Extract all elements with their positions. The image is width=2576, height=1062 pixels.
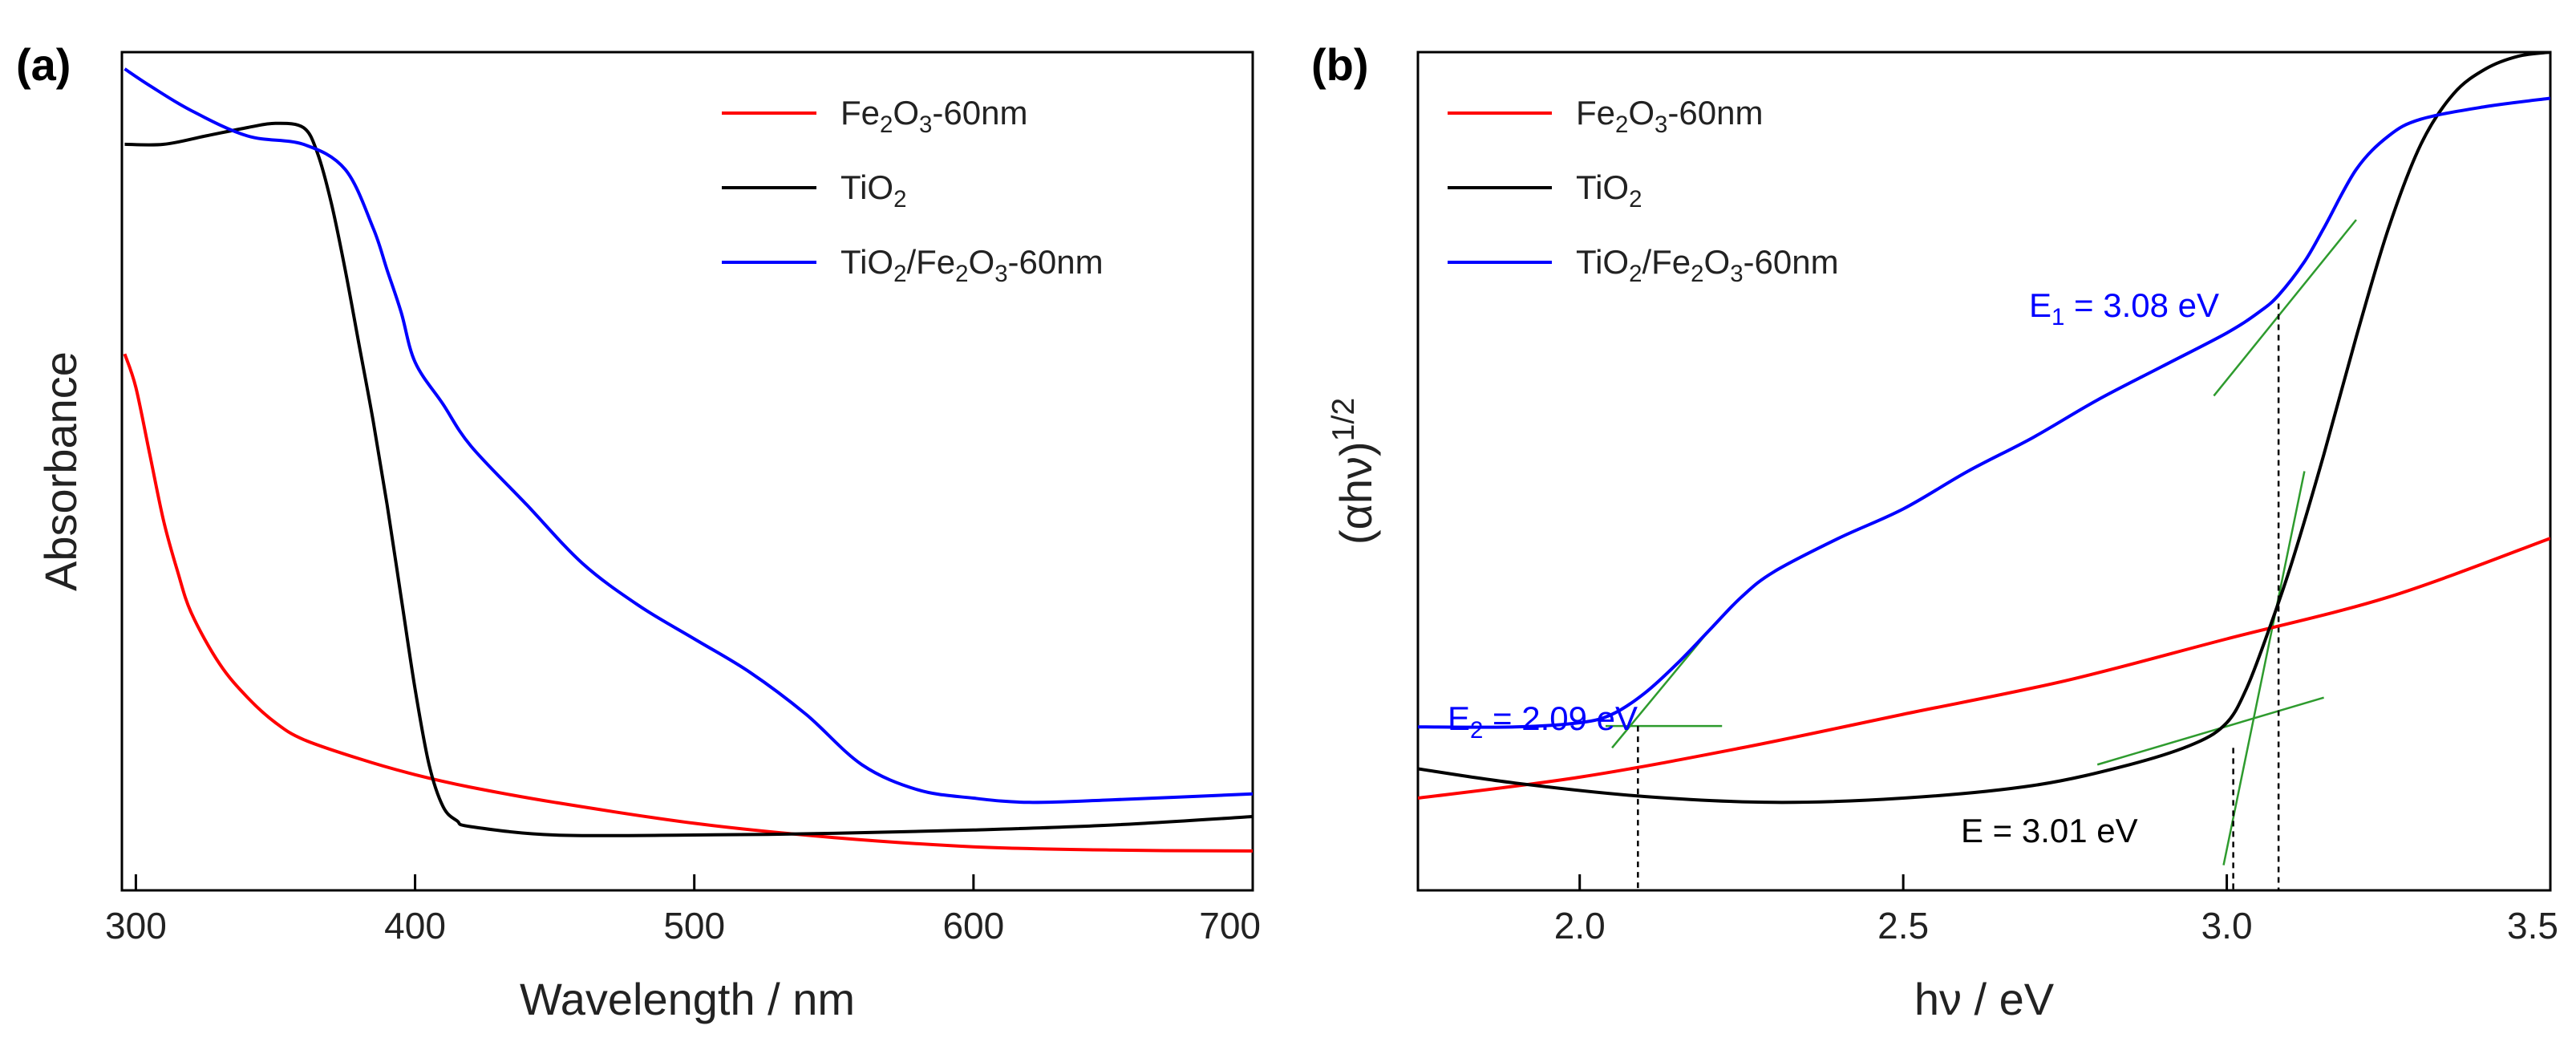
legend-label: TiO2/Fe2O3-60nm	[840, 243, 1104, 287]
legend-label-part: 2	[955, 261, 968, 287]
x-tick-label: 700	[1199, 905, 1261, 946]
plot-frame	[120, 51, 1254, 892]
legend-label-part: 2	[1691, 261, 1703, 287]
legend-label-part: /Fe	[1642, 243, 1691, 281]
series-line	[1418, 96, 2550, 729]
legend-label-part: 3	[919, 111, 932, 138]
tangent-line	[1611, 630, 1711, 749]
y-axis-title-text: Absorbance	[35, 351, 86, 591]
legend-label-part: 2	[893, 261, 906, 287]
legend-label-part: 2	[1615, 111, 1628, 138]
legend-label-part: Fe	[1576, 94, 1615, 132]
panel-label: (a)	[16, 39, 71, 90]
legend-label-part: 3	[1655, 111, 1667, 138]
legend-label-part: O	[969, 243, 995, 281]
band-gap-annotation-part: = 2.09 eV	[1483, 699, 1638, 737]
tangent-line	[2096, 696, 2324, 766]
plot-frame	[1416, 51, 2552, 892]
x-tick-label: 300	[105, 905, 167, 946]
x-tick-label: 500	[663, 905, 725, 946]
band-gap-annotation-part: 1	[2051, 304, 2064, 330]
legend-label-part: TiO	[1576, 168, 1629, 206]
series-line	[123, 353, 1253, 853]
tangent-line	[2213, 219, 2357, 397]
band-gap-annotation-part: E = 3.01 eV	[1961, 812, 2138, 849]
legend-label-part: -60nm	[932, 94, 1027, 132]
legend-label-part: 2	[880, 111, 893, 138]
series-line	[1418, 52, 2550, 805]
x-axis-title: hν / eV	[1914, 974, 2055, 1024]
panel-label: (b)	[1311, 39, 1369, 90]
panel-a: 300 400 500 600 700 Wavelength / nm Absorbance…	[16, 39, 1261, 1024]
legend-label-part: O	[1704, 243, 1731, 281]
series-line	[124, 67, 1253, 805]
legend-label: Fe2O3-60nm	[840, 94, 1027, 138]
legend-label-part: -60nm	[1744, 243, 1839, 281]
legend-label-part: TiO	[1576, 243, 1629, 281]
band-gap-annotation-part: 2	[1470, 717, 1483, 744]
band-gap-annotation: E = 3.01 eV	[1961, 812, 2138, 849]
x-tick-label: 3.0	[2201, 905, 2253, 946]
legend-label-part: TiO	[840, 243, 893, 281]
band-gap-annotation: E1 = 3.08 eV	[2029, 286, 2219, 330]
legend-label-part: -60nm	[1008, 243, 1104, 281]
legend-label-part: 2	[1629, 261, 1642, 287]
x-axis-title: Wavelength / nm	[520, 974, 855, 1024]
legend-label: TiO2/Fe2O3-60nm	[1576, 243, 1839, 287]
y-axis-title-sup: 1/2	[1326, 398, 1361, 441]
tangent-line	[2222, 471, 2306, 865]
legend-label-part: 3	[1730, 261, 1743, 287]
legend-label-part: Fe	[840, 94, 880, 132]
legend-label-part: 3	[994, 261, 1007, 287]
legend-label-part: 2	[893, 186, 906, 213]
series-line	[124, 121, 1253, 837]
x-tick-label: 2.0	[1554, 905, 1606, 946]
legend-label-part: /Fe	[906, 243, 955, 281]
band-gap-annotation-part: E	[2029, 286, 2051, 324]
band-gap-annotation-part: = 3.08 eV	[2064, 286, 2219, 324]
x-tick-label: 600	[942, 905, 1004, 946]
legend-label-part: TiO	[840, 168, 893, 206]
legend-label-part: O	[893, 94, 919, 132]
plot-area	[123, 67, 1253, 853]
band-gap-annotation-part: E	[1448, 699, 1470, 737]
legend-label-part: 2	[1629, 186, 1642, 213]
legend-label: TiO2	[840, 168, 906, 213]
x-tick-label: 2.5	[1877, 905, 1929, 946]
y-axis-title-main: (αhν)	[1331, 441, 1381, 545]
x-tick-label: 3.5	[2507, 905, 2558, 946]
legend-label-part: O	[1628, 94, 1655, 132]
band-gap-annotation: E2 = 2.09 eV	[1448, 699, 1638, 744]
y-axis-title: Absorbance	[35, 351, 86, 591]
panel-b: 2.0 2.5 3.0 3.5hν / eV(αhν)1/2(b)Fe2O3-60nm…	[1311, 39, 2558, 1024]
x-tick-label: 400	[384, 905, 446, 946]
series-line	[1418, 537, 2550, 800]
plot-area	[1418, 52, 2550, 890]
legend-label-part: -60nm	[1667, 94, 1763, 132]
legend-label: Fe2O3-60nm	[1576, 94, 1763, 138]
legend-label: TiO2	[1576, 168, 1642, 213]
y-axis-title: (αhν)1/2	[1326, 398, 1381, 545]
